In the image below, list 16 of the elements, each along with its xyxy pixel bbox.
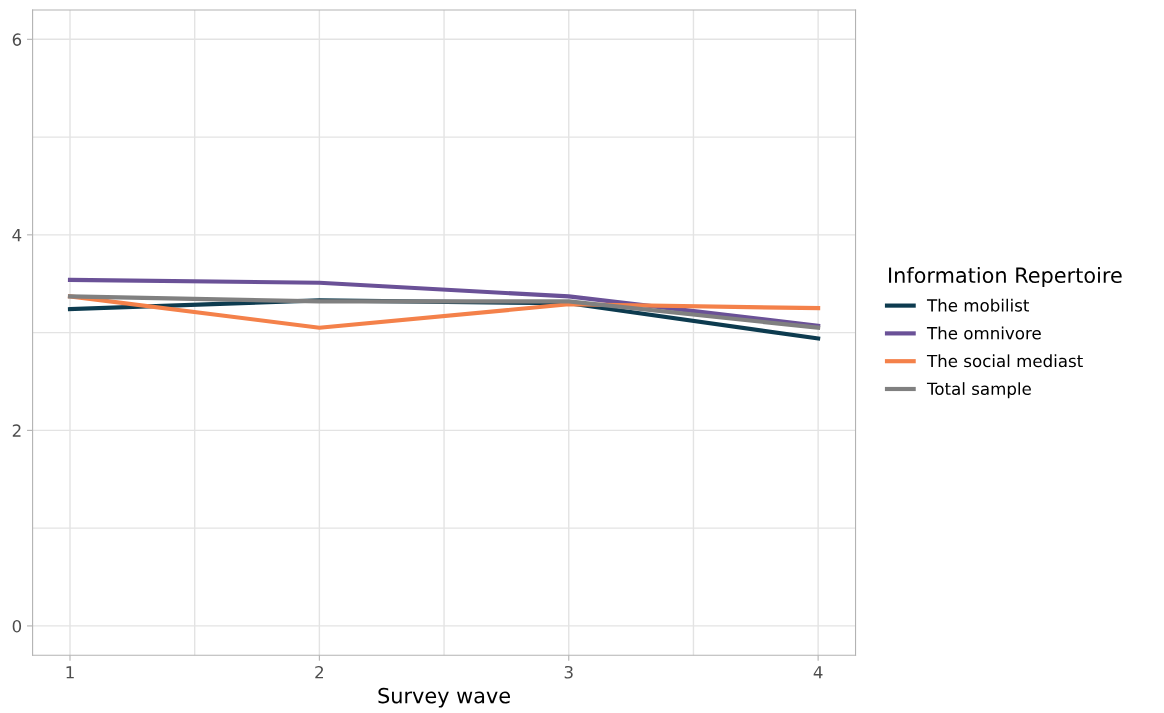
y-tick-label: 6 [12, 33, 22, 46]
line-series [67, 294, 821, 330]
x-axis-title: Survey wave [378, 687, 510, 708]
x-tick-label: 1 [66, 666, 74, 679]
y-tick-label: 4 [12, 229, 22, 242]
y-tick-label: 0 [12, 619, 22, 633]
legend-label: The mobilist [926, 298, 1030, 312]
x-tick-label: 2 [315, 665, 324, 679]
line-series [67, 277, 821, 328]
legend-title: Information Repertoire [889, 266, 1122, 288]
y-tick-label: 2 [12, 424, 21, 437]
legend-label: The social mediast [926, 354, 1083, 368]
x-tick-label: 4 [813, 666, 823, 679]
legend-label: Total sample [926, 382, 1031, 399]
legend-label: The omnivore [926, 326, 1041, 340]
x-tick-label: 3 [564, 665, 573, 679]
